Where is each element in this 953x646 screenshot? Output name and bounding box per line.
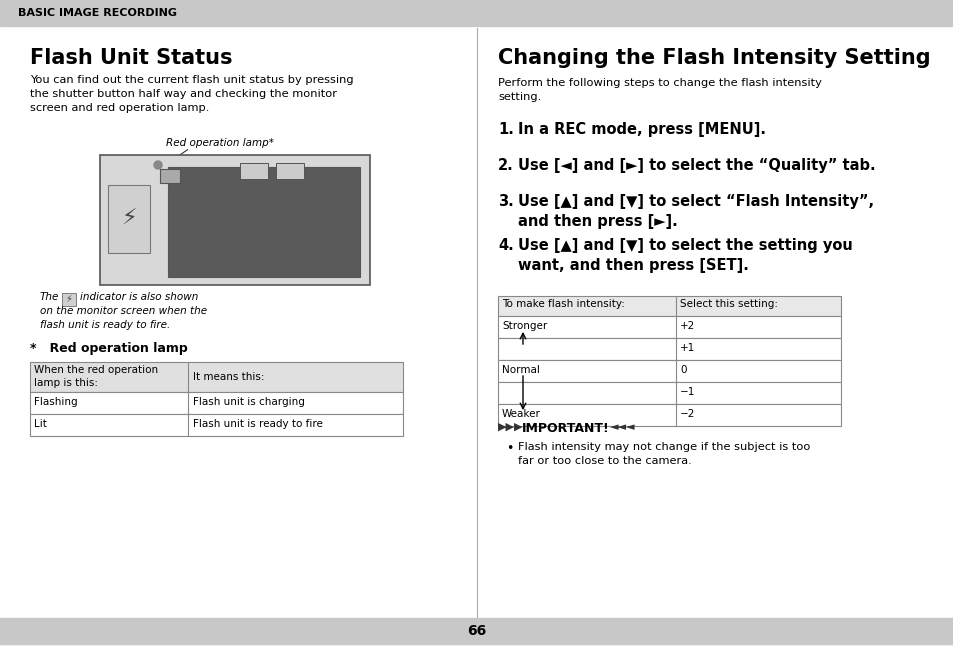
Text: The: The	[40, 292, 59, 302]
Text: indicator is also shown: indicator is also shown	[80, 292, 198, 302]
Text: Lit: Lit	[34, 419, 47, 429]
Text: flash unit is ready to fire.: flash unit is ready to fire.	[40, 320, 170, 330]
Text: *   Red operation lamp: * Red operation lamp	[30, 342, 188, 355]
Text: Normal: Normal	[501, 365, 539, 375]
Text: Flash Unit Status: Flash Unit Status	[30, 48, 233, 68]
Bar	[30, 362, 402, 392]
Text: Use [▲] and [▼] to select the setting you
want, and then press [SET].: Use [▲] and [▼] to select the setting yo…	[517, 238, 852, 273]
Text: 3.: 3.	[497, 194, 514, 209]
Text: Flash intensity may not change if the subject is too
far or too close to the cam: Flash intensity may not change if the su…	[517, 442, 809, 466]
Text: +2: +2	[679, 321, 695, 331]
Text: When the red operation
lamp is this:: When the red operation lamp is this:	[34, 365, 158, 388]
Text: ◄◄◄: ◄◄◄	[609, 422, 635, 432]
Text: Flash unit is charging: Flash unit is charging	[193, 397, 305, 407]
Text: 66: 66	[467, 624, 486, 638]
Text: −2: −2	[679, 409, 695, 419]
Text: Weaker: Weaker	[501, 409, 540, 419]
Text: Use [◄] and [►] to select the “Quality” tab.: Use [◄] and [►] to select the “Quality” …	[517, 158, 875, 173]
Text: It means this:: It means this:	[193, 372, 264, 382]
Bar	[0, 0, 953, 26]
Bar	[275, 163, 304, 179]
Text: 4.: 4.	[497, 238, 514, 253]
Text: IMPORTANT!: IMPORTANT!	[521, 422, 609, 435]
Bar	[160, 169, 180, 183]
Bar	[497, 382, 841, 404]
Text: 1.: 1.	[497, 122, 514, 137]
Text: on the monitor screen when the: on the monitor screen when the	[40, 306, 207, 316]
Bar	[497, 404, 841, 426]
Bar	[168, 167, 359, 277]
Bar	[0, 618, 953, 644]
Text: ⚡: ⚡	[66, 294, 72, 304]
Text: Perform the following steps to change the flash intensity
setting.: Perform the following steps to change th…	[497, 78, 821, 102]
Bar	[240, 163, 268, 179]
Text: Flashing: Flashing	[34, 397, 77, 407]
Text: −1: −1	[679, 387, 695, 397]
Text: Flash unit is ready to fire: Flash unit is ready to fire	[193, 419, 322, 429]
Bar	[62, 293, 76, 306]
Text: •: •	[505, 442, 513, 455]
Circle shape	[153, 161, 162, 169]
Bar	[30, 392, 402, 414]
Text: ▶▶▶: ▶▶▶	[497, 422, 523, 432]
Text: Stronger: Stronger	[501, 321, 547, 331]
Text: 2.: 2.	[497, 158, 514, 173]
Bar	[497, 316, 841, 338]
Text: BASIC IMAGE RECORDING: BASIC IMAGE RECORDING	[18, 8, 177, 18]
Bar	[30, 414, 402, 436]
Text: You can find out the current flash unit status by pressing
the shutter button ha: You can find out the current flash unit …	[30, 75, 354, 113]
Text: +1: +1	[679, 343, 695, 353]
Text: 0: 0	[679, 365, 686, 375]
Text: ⚡: ⚡	[121, 209, 136, 229]
Text: In a REC mode, press [MENU].: In a REC mode, press [MENU].	[517, 122, 765, 137]
Bar	[108, 185, 150, 253]
Bar	[497, 338, 841, 360]
Text: To make flash intensity:: To make flash intensity:	[501, 299, 624, 309]
Bar	[497, 360, 841, 382]
Text: Changing the Flash Intensity Setting: Changing the Flash Intensity Setting	[497, 48, 929, 68]
Bar	[497, 296, 841, 316]
Bar	[100, 155, 370, 285]
Text: Red operation lamp*: Red operation lamp*	[166, 138, 274, 148]
Text: Use [▲] and [▼] to select “Flash Intensity”,
and then press [►].: Use [▲] and [▼] to select “Flash Intensi…	[517, 194, 873, 229]
Text: Select this setting:: Select this setting:	[679, 299, 778, 309]
